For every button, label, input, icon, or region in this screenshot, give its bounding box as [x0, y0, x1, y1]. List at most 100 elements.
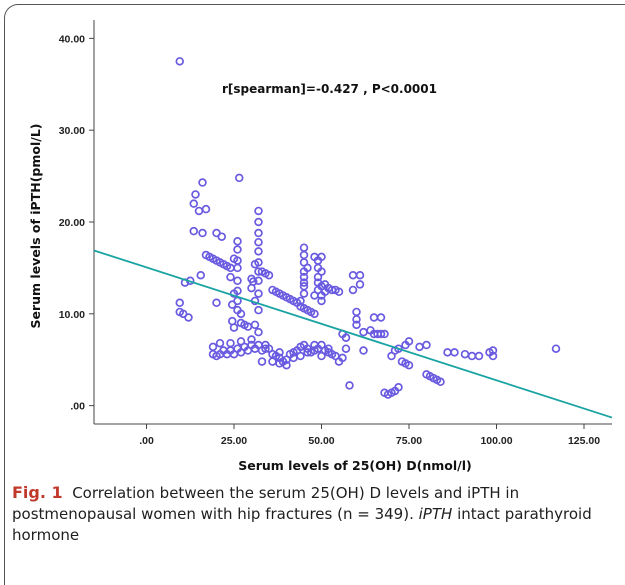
data-point: [299, 289, 309, 298]
data-points: [175, 57, 561, 399]
data-point: [355, 271, 365, 280]
data-point: [233, 245, 242, 254]
data-point: [303, 263, 312, 273]
data-point: [404, 360, 414, 370]
data-point: [443, 348, 452, 357]
data-point: [436, 377, 445, 387]
data-point: [355, 280, 365, 289]
data-point: [422, 340, 431, 350]
data-point: [359, 346, 368, 355]
data-point: [254, 327, 263, 337]
data-point: [235, 173, 244, 183]
data-point: [488, 346, 498, 355]
x-tick-label: 75.00: [396, 435, 422, 447]
data-point: [175, 57, 185, 66]
scatter-chart: .00 10.00 20.00 30.00 40.00 .00 25.00 50.00 75.…: [28, 20, 613, 473]
data-point: [348, 285, 358, 295]
data-point: [341, 333, 351, 342]
data-point: [348, 271, 358, 280]
data-point: [296, 351, 305, 361]
data-point: [249, 277, 258, 286]
y-tick-label: .00: [70, 401, 85, 413]
data-point: [226, 338, 235, 348]
data-point: [376, 313, 386, 322]
data-point: [310, 309, 319, 319]
y-tick-label: 40.00: [59, 33, 85, 45]
data-point: [415, 342, 424, 352]
data-point: [352, 320, 361, 330]
data-point: [250, 320, 260, 330]
regression-line: [93, 249, 613, 419]
data-point: [299, 278, 309, 287]
data-point: [254, 228, 263, 238]
figure-frame: [4, 4, 625, 585]
data-point: [236, 337, 246, 346]
data-point: [215, 338, 225, 348]
data-point: [299, 250, 309, 260]
data-point: [352, 315, 361, 324]
data-point: [233, 276, 242, 286]
data-point: [282, 360, 291, 370]
data-point: [198, 178, 207, 187]
data-point: [324, 344, 333, 353]
data-point: [310, 291, 319, 300]
data-point: [334, 287, 344, 297]
data-point: [299, 272, 309, 282]
data-point: [254, 237, 263, 247]
data-point: [212, 298, 221, 308]
data-point: [352, 307, 361, 317]
data-point: [208, 342, 218, 352]
caption-abbreviation: iPTH: [418, 505, 453, 523]
data-point: [317, 351, 326, 361]
x-tick-label: 125.00: [568, 435, 600, 447]
y-tick-label: 30.00: [59, 125, 85, 137]
data-point: [450, 348, 459, 357]
data-point: [250, 259, 260, 269]
data-point: [233, 237, 242, 246]
data-point: [228, 300, 237, 309]
x-tick-label: 100.00: [480, 435, 512, 447]
data-point: [338, 353, 347, 363]
y-axis: .00 10.00 20.00 30.00 40.00: [59, 20, 95, 424]
figure-caption: Fig. 1 Correlation between the serum 25(…: [12, 482, 612, 546]
caption-text: Correlation between the serum 25(OH) D l…: [12, 484, 520, 523]
data-point: [254, 247, 263, 256]
data-point: [289, 348, 298, 357]
data-point: [317, 252, 326, 262]
caption-abbreviation-definition: intact parathyroid hormone: [12, 505, 592, 544]
data-point: [196, 271, 206, 280]
data-point: [264, 271, 274, 280]
data-point: [467, 351, 477, 361]
data-point: [376, 329, 386, 339]
x-axis-title: Serum levels of 25(OH) D(nmol/l): [238, 458, 471, 473]
data-point: [345, 381, 354, 390]
data-point: [236, 309, 246, 319]
data-point: [394, 383, 403, 392]
data-point: [268, 357, 277, 366]
data-point: [189, 199, 199, 208]
data-point: [189, 226, 199, 236]
x-tick-label: .00: [139, 435, 154, 447]
data-point: [247, 335, 256, 344]
data-point: [341, 344, 351, 353]
data-point: [296, 296, 305, 306]
data-point: [404, 337, 414, 346]
data-point: [254, 217, 263, 227]
data-point: [551, 344, 561, 353]
data-point: [261, 344, 270, 353]
data-point: [254, 206, 263, 216]
data-point: [233, 286, 242, 296]
data-point: [254, 305, 263, 315]
data-point: [226, 272, 235, 282]
data-point: [474, 351, 484, 361]
data-point: [184, 313, 193, 322]
fit-line-group: [93, 249, 613, 419]
data-point: [191, 190, 200, 199]
y-axis-title: Serum levels of iPTH(pmol/L): [28, 124, 43, 329]
data-point: [317, 267, 326, 276]
x-tick-label: 50.00: [308, 435, 334, 447]
data-point: [275, 348, 284, 357]
data-point: [233, 263, 242, 273]
figure-label: Fig. 1: [12, 483, 63, 502]
data-point: [394, 344, 403, 353]
